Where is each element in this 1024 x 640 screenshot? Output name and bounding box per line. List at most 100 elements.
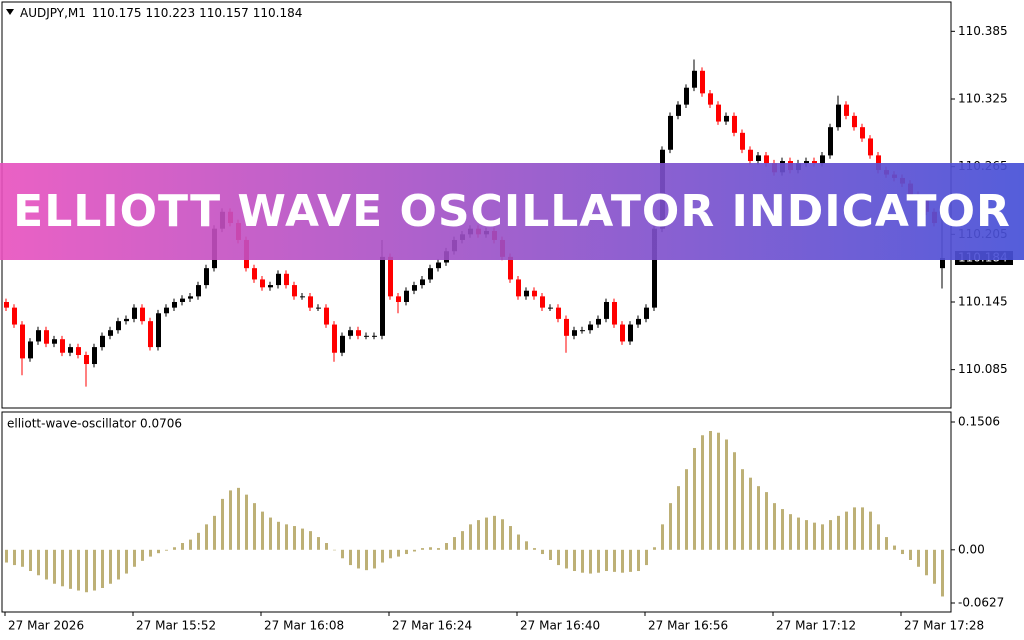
oscillator-bar: [541, 549, 544, 555]
candle-body: [620, 324, 625, 342]
oscillator-bar: [757, 486, 760, 550]
candle-body: [716, 104, 721, 122]
candle-body: [820, 155, 825, 164]
candle-body: [684, 87, 689, 105]
ohlc-low: 110.157: [199, 6, 249, 20]
candle-body: [260, 279, 265, 288]
oscillator-bar: [637, 549, 640, 572]
x-tick-label: 27 Mar 15:52: [136, 619, 216, 633]
oscillator-bar: [845, 511, 848, 550]
oscillator-bar: [829, 520, 832, 550]
oscillator-bar: [605, 549, 608, 572]
oscillator-bar: [789, 514, 792, 550]
oscillator-bar: [741, 469, 744, 550]
oscillator-bar: [165, 549, 168, 551]
oscillator-bar: [813, 522, 816, 550]
oscillator-bar: [285, 524, 288, 550]
oscillator-bar: [805, 520, 808, 550]
oscillator-bar: [269, 517, 272, 550]
candle-body: [284, 273, 289, 286]
candle-body: [652, 228, 657, 308]
candle-body: [548, 307, 553, 309]
candle-body: [540, 296, 545, 308]
oscillator-bar: [317, 537, 320, 550]
candle-body: [380, 256, 385, 336]
oscillator-bar: [261, 511, 264, 550]
candle-body: [396, 296, 401, 302]
candle-body: [148, 321, 153, 348]
candle-body: [404, 290, 409, 302]
candle-body: [340, 335, 345, 353]
candle-body: [316, 307, 321, 309]
oscillator-bar: [781, 509, 784, 550]
oscillator-bar: [885, 537, 888, 550]
candle-body: [852, 115, 857, 128]
candle-body: [60, 339, 65, 353]
x-tick-label: 27 Mar 17:28: [904, 619, 984, 633]
oscillator-bar: [53, 549, 56, 584]
candle-body: [108, 330, 113, 336]
candle-body: [836, 104, 841, 128]
y-tick-label: 110.145: [958, 294, 1008, 308]
oscillator-bar: [141, 549, 144, 561]
oscillator-bar: [629, 549, 632, 572]
candle-body: [868, 138, 873, 156]
oscillator-bar: [749, 477, 752, 550]
candle-body: [580, 330, 585, 332]
candle-body: [132, 307, 137, 319]
x-tick-label: 27 Mar 16:08: [264, 619, 344, 633]
y-tick-label: 0.00: [958, 542, 985, 556]
oscillator-bar: [133, 549, 136, 567]
oscillator-bar: [493, 515, 496, 550]
oscillator-bar: [893, 545, 896, 550]
oscillator-bar: [125, 549, 128, 574]
oscillator-bar: [925, 549, 928, 576]
oscillator-bar: [469, 524, 472, 550]
candle-body: [644, 307, 649, 319]
candle-body: [804, 161, 809, 164]
oscillator-bar: [437, 548, 440, 550]
candle-body: [668, 115, 673, 150]
banner: ELLIOTT WAVE OSCILLATOR INDICATOR: [0, 163, 1024, 260]
candle-body: [92, 347, 97, 365]
oscillator-bar: [581, 549, 584, 573]
candle-body: [52, 339, 57, 344]
candle-body: [4, 301, 9, 308]
oscillator-bar: [13, 549, 16, 566]
oscillator-bar: [461, 531, 464, 550]
oscillator-title: elliott-wave-oscillator 0.0706: [7, 417, 182, 431]
candle-body: [732, 115, 737, 133]
oscillator-bar: [909, 549, 912, 560]
candle-body: [100, 335, 105, 348]
candle-body: [172, 301, 177, 308]
x-tick-label: 27 Mar 16:40: [520, 619, 600, 633]
oscillator-bar: [61, 549, 64, 587]
oscillator-bar: [645, 549, 648, 566]
candle-body: [596, 318, 601, 325]
oscillator-bar: [253, 503, 256, 550]
candle-body: [748, 149, 753, 162]
oscillator-bar: [565, 549, 568, 569]
x-tick-label: 27 Mar 16:24: [392, 619, 472, 633]
candle-body: [308, 296, 313, 308]
oscillator-bar: [29, 549, 32, 572]
ohlc-open: 110.175: [92, 6, 142, 20]
candle-body: [124, 318, 129, 322]
oscillator-bar: [213, 515, 216, 550]
oscillator-bar: [93, 549, 96, 591]
oscillator-bar: [941, 549, 944, 597]
candle-body: [84, 354, 89, 365]
x-tick-label: 27 Mar 16:56: [648, 619, 728, 633]
candle-body: [348, 330, 353, 336]
candle-body: [612, 301, 617, 325]
oscillator-bar: [717, 432, 720, 550]
oscillator-bar: [693, 447, 696, 550]
candle-body: [412, 285, 417, 291]
oscillator-bar: [341, 549, 344, 559]
candle-body: [564, 318, 569, 336]
oscillator-bar: [877, 524, 880, 550]
oscillator-bar: [597, 549, 600, 573]
oscillator-bar: [797, 517, 800, 550]
